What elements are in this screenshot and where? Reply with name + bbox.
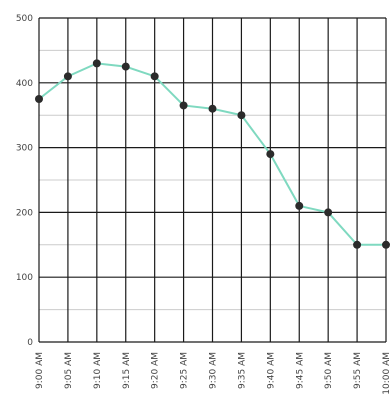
- x-tick-label: 9:45 AM: [295, 352, 305, 389]
- data-point: [266, 150, 275, 159]
- x-tick-label: 9:15 AM: [122, 352, 132, 389]
- x-tick-label: 9:55 AM: [353, 352, 363, 389]
- data-point: [237, 111, 246, 120]
- y-tick-label: 100: [16, 273, 33, 283]
- data-point: [63, 72, 72, 81]
- x-axis-tick-labels: 9:00 AM 9:05 AM 9:10 AM 9:15 AM 9:20 AM 9:25 …: [35, 352, 390, 395]
- y-tick-label: 300: [16, 144, 33, 154]
- x-tick-label: 9:40 AM: [266, 352, 276, 389]
- data-point: [35, 95, 43, 103]
- y-tick-label: 0: [27, 338, 33, 348]
- y-tick-label: 500: [16, 14, 33, 24]
- data-point: [150, 72, 159, 81]
- series-layer: [35, 59, 390, 249]
- data-point: [208, 104, 217, 113]
- y-tick-label: 400: [16, 79, 33, 89]
- data-point: [324, 208, 333, 217]
- data-point: [92, 59, 101, 68]
- x-tick-label: 9:30 AM: [209, 352, 219, 389]
- data-point: [382, 240, 390, 249]
- x-tick-label: 9:05 AM: [64, 352, 74, 389]
- data-point: [295, 201, 304, 210]
- x-tick-label: 9:10 AM: [93, 352, 103, 389]
- x-tick-label: 10:00 AM: [382, 352, 390, 395]
- grid: [38, 17, 387, 343]
- x-tick-label: 9:00 AM: [35, 352, 45, 389]
- data-point: [121, 62, 130, 71]
- y-tick-label: 200: [16, 208, 33, 218]
- data-point: [353, 240, 362, 249]
- x-tick-label: 9:25 AM: [180, 352, 190, 389]
- x-tick-label: 9:35 AM: [237, 352, 247, 389]
- x-tick-label: 9:20 AM: [151, 352, 161, 389]
- y-axis-tick-labels: 0 100 200 300 400 500: [16, 14, 33, 348]
- x-tick-label: 9:50 AM: [324, 352, 334, 389]
- data-point: [179, 101, 188, 110]
